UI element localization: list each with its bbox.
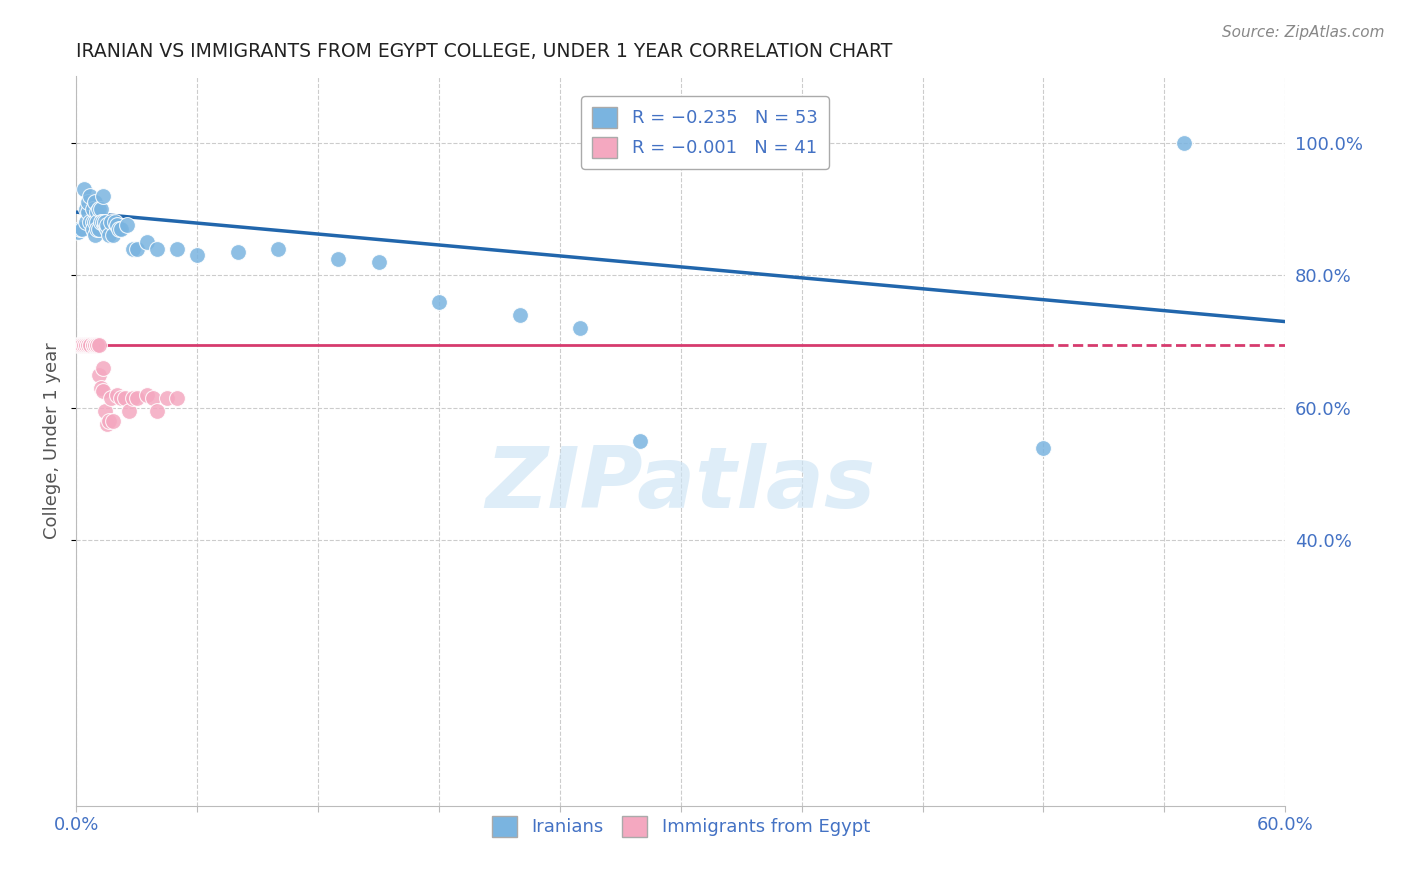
Point (83, 338, 105, 352)
Point (93, 215, 115, 229)
Point (82, 338, 104, 352)
Point (135, 235, 157, 249)
Point (90, 215, 112, 229)
Point (125, 242, 148, 256)
Point (72, 221, 94, 235)
Point (87, 221, 110, 235)
Point (83, 338, 105, 352)
Point (100, 391, 122, 405)
Y-axis label: College, Under 1 year: College, Under 1 year (44, 343, 60, 540)
Point (427, 294, 450, 309)
Point (166, 242, 188, 256)
Point (1173, 136, 1195, 150)
Point (166, 391, 188, 405)
Point (79, 215, 101, 229)
Point (156, 391, 179, 405)
Point (101, 228, 124, 243)
Point (69, 338, 91, 352)
Point (509, 308, 531, 322)
Point (79, 188, 101, 202)
Point (73, 338, 96, 352)
Point (76, 338, 98, 352)
Point (79, 338, 101, 352)
Text: ZIPatlas: ZIPatlas (485, 443, 876, 526)
Point (91, 361, 114, 376)
Point (82, 221, 104, 235)
Point (1032, 441, 1054, 455)
Point (105, 219, 128, 233)
Point (86, 205, 108, 219)
Point (105, 387, 128, 401)
Point (121, 391, 143, 405)
Point (97, 414, 120, 428)
Point (86, 221, 108, 235)
Point (69, 221, 91, 235)
Point (186, 248, 208, 262)
Point (367, 255, 389, 269)
Point (83, 215, 105, 229)
Point (76, 202, 98, 216)
Point (110, 391, 132, 405)
Point (110, 221, 132, 235)
Point (569, 321, 592, 335)
Text: Source: ZipAtlas.com: Source: ZipAtlas.com (1222, 25, 1385, 40)
Point (86, 338, 108, 352)
Point (73, 182, 96, 196)
Point (135, 387, 157, 401)
Point (121, 242, 143, 256)
Text: IRANIAN VS IMMIGRANTS FROM EGYPT COLLEGE, UNDER 1 YEAR CORRELATION CHART: IRANIAN VS IMMIGRANTS FROM EGYPT COLLEGE… (76, 42, 893, 61)
Point (100, 215, 122, 229)
Point (142, 391, 165, 405)
Point (76, 215, 98, 229)
Point (91, 188, 114, 202)
Point (146, 242, 169, 256)
Point (118, 404, 141, 418)
Point (101, 414, 124, 428)
Point (115, 219, 138, 233)
Point (90, 202, 112, 216)
Point (79, 338, 101, 352)
Point (91, 215, 114, 229)
Point (77, 205, 100, 219)
Point (107, 221, 129, 235)
Point (93, 404, 115, 418)
Point (104, 215, 127, 229)
Point (82, 202, 104, 216)
Point (87, 338, 110, 352)
Point (77, 338, 100, 352)
Point (86, 215, 108, 229)
Point (630, 434, 652, 448)
Point (91, 384, 114, 399)
Point (710, 136, 733, 150)
Point (146, 404, 169, 418)
Point (125, 391, 148, 405)
Point (226, 244, 249, 259)
Point (83, 228, 105, 243)
Point (69, 338, 91, 352)
Point (72, 338, 94, 352)
Point (90, 381, 112, 395)
Point (83, 195, 105, 210)
Point (82, 215, 104, 229)
Point (97, 228, 120, 243)
Point (96, 221, 118, 235)
Point (77, 338, 100, 352)
Point (96, 417, 118, 432)
Point (77, 195, 100, 210)
Point (87, 368, 110, 382)
Point (96, 219, 118, 233)
Point (86, 338, 108, 352)
Point (267, 242, 290, 256)
Point (67, 225, 90, 239)
Point (72, 338, 94, 352)
Point (82, 338, 104, 352)
Point (328, 252, 350, 266)
Legend: Iranians, Immigrants from Egypt: Iranians, Immigrants from Egypt (485, 809, 877, 844)
Point (73, 338, 96, 352)
Point (67, 338, 90, 352)
Point (76, 338, 98, 352)
Point (114, 391, 136, 405)
Point (93, 219, 115, 233)
Point (87, 202, 110, 216)
